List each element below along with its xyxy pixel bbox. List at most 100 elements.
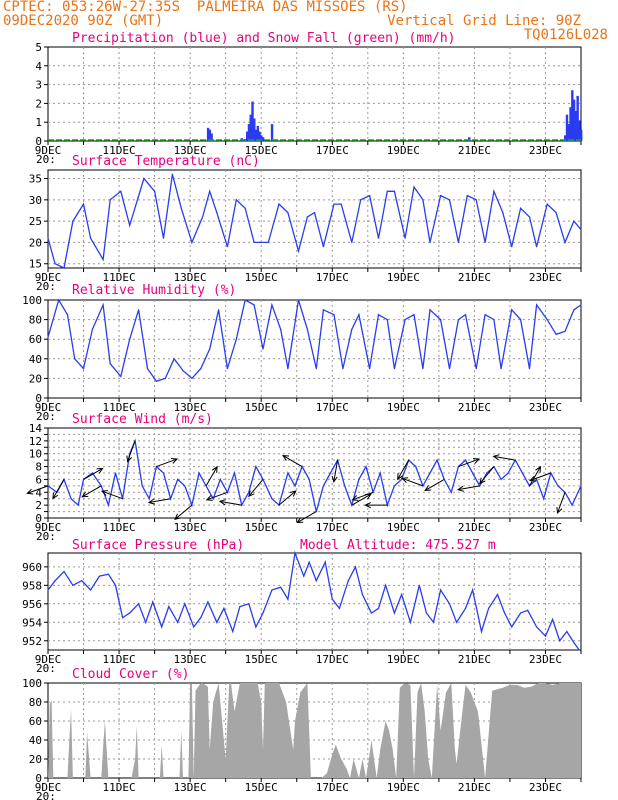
pressure-point xyxy=(472,589,474,591)
wind-arrow-head xyxy=(331,475,338,483)
rh-year-fragment: 20: xyxy=(36,410,56,423)
wind-arrow xyxy=(479,466,495,484)
temp-point xyxy=(253,241,255,244)
run-label: 09DEC2020 90Z (GMT) xyxy=(3,13,164,29)
wind-point xyxy=(557,485,559,487)
rh-ytick-label: 100 xyxy=(22,294,42,307)
wind-arrow xyxy=(148,498,171,504)
rh-point xyxy=(146,368,149,370)
wind-point xyxy=(329,472,332,474)
rh-point xyxy=(74,358,76,360)
temp-ytick-label: 15 xyxy=(29,258,42,271)
rh-point xyxy=(448,368,451,370)
wind-point xyxy=(571,504,573,506)
temp-point xyxy=(580,229,582,231)
wind-ytick-label: 12 xyxy=(29,435,42,448)
temp-point xyxy=(47,237,49,239)
wind-point xyxy=(271,498,273,500)
pressure-xtick-label: 23DEC xyxy=(529,653,562,666)
wind-arrow xyxy=(457,485,480,491)
wind-arrow-head xyxy=(147,498,155,505)
temp-point xyxy=(564,241,566,244)
pressure-point xyxy=(72,584,74,586)
rh-point xyxy=(333,314,335,316)
wind-arrow xyxy=(101,490,123,500)
wind-point xyxy=(198,472,200,474)
wind-arrow xyxy=(529,472,551,481)
pressure-point xyxy=(432,621,435,623)
precip-bar xyxy=(208,129,212,141)
precip-bar xyxy=(261,137,265,141)
pressure-point xyxy=(207,601,209,603)
precip-bar xyxy=(569,107,572,141)
rh-point xyxy=(315,368,317,370)
temp-point xyxy=(413,186,415,188)
cloud-xtick-label: 17DEC xyxy=(316,781,349,794)
temp-point xyxy=(440,194,442,197)
pressure-point xyxy=(114,584,117,586)
temp-point xyxy=(360,199,362,201)
pressure-point xyxy=(262,612,264,614)
rh-point xyxy=(386,319,388,321)
rh-point xyxy=(500,368,502,370)
cloud-ytick-label: 20 xyxy=(29,753,42,766)
wind-arrow xyxy=(205,466,218,487)
precip-bar xyxy=(576,95,579,141)
cloud-xtick-label: 21DEC xyxy=(458,781,491,794)
grid-note: Vertical Grid Line: 90Z xyxy=(387,13,581,29)
pressure-point xyxy=(193,626,195,628)
rh-ytick-label: 20 xyxy=(29,372,42,385)
temp-point xyxy=(502,212,504,214)
wind-arrow-head xyxy=(52,492,59,500)
pressure-point xyxy=(535,626,538,628)
temp-point xyxy=(278,203,280,205)
wind-xtick-label: 11DEC xyxy=(103,521,136,534)
precip-bar xyxy=(247,124,251,141)
pressure-point xyxy=(54,580,56,582)
rh-point xyxy=(413,314,415,316)
precip-bar xyxy=(468,137,471,141)
temp-point xyxy=(90,237,92,239)
wind-arrow-head xyxy=(456,485,464,492)
pressure-ytick-label: 954 xyxy=(22,616,42,629)
temp-point xyxy=(267,241,269,244)
pressure-xtick-label: 13DEC xyxy=(174,653,207,666)
cloud-title: Cloud Cover (%) xyxy=(72,667,189,682)
wind-arrow-head xyxy=(492,454,500,461)
temp-frame xyxy=(47,169,582,269)
temp-point xyxy=(54,263,56,265)
rh-point xyxy=(580,304,582,306)
precip-bar xyxy=(249,114,252,141)
temp-point xyxy=(120,190,122,192)
wind-point xyxy=(400,478,403,481)
pressure-point xyxy=(223,607,225,610)
wind-point xyxy=(107,504,110,506)
wind-point xyxy=(148,498,150,500)
precip-bar xyxy=(256,125,260,141)
wind-arrow-head xyxy=(424,485,432,492)
rh-xtick-label: 9DEC xyxy=(35,401,62,414)
wind-xtick-label: 19DEC xyxy=(387,521,420,534)
cloud-area xyxy=(48,683,581,778)
wind-arrow xyxy=(206,491,228,501)
precip-ytick-label: 1 xyxy=(35,116,42,129)
pressure-ytick-label: 956 xyxy=(22,598,42,611)
pressure-point xyxy=(232,630,234,633)
wind-arrow xyxy=(296,511,317,524)
cloud-xtick-label: 15DEC xyxy=(245,781,278,794)
pressure-point xyxy=(527,609,529,611)
temp-point xyxy=(422,199,424,201)
wind-arrow xyxy=(156,458,178,468)
pressure-point xyxy=(63,570,65,573)
precip-bar xyxy=(574,110,578,141)
wind-point xyxy=(248,491,250,493)
cloud-xtick-label: 11DEC xyxy=(103,781,136,794)
temp-xtick-label: 11DEC xyxy=(103,271,136,284)
precip-ytick-label: 3 xyxy=(35,79,42,92)
pressure-point xyxy=(488,607,490,610)
rh-point xyxy=(393,368,396,370)
model-code: TQ0126L028 xyxy=(523,27,608,43)
location-label: PALMEIRA DAS MISSOES (RS) xyxy=(196,0,408,15)
wind-point xyxy=(212,498,214,500)
pressure-point xyxy=(294,552,296,554)
